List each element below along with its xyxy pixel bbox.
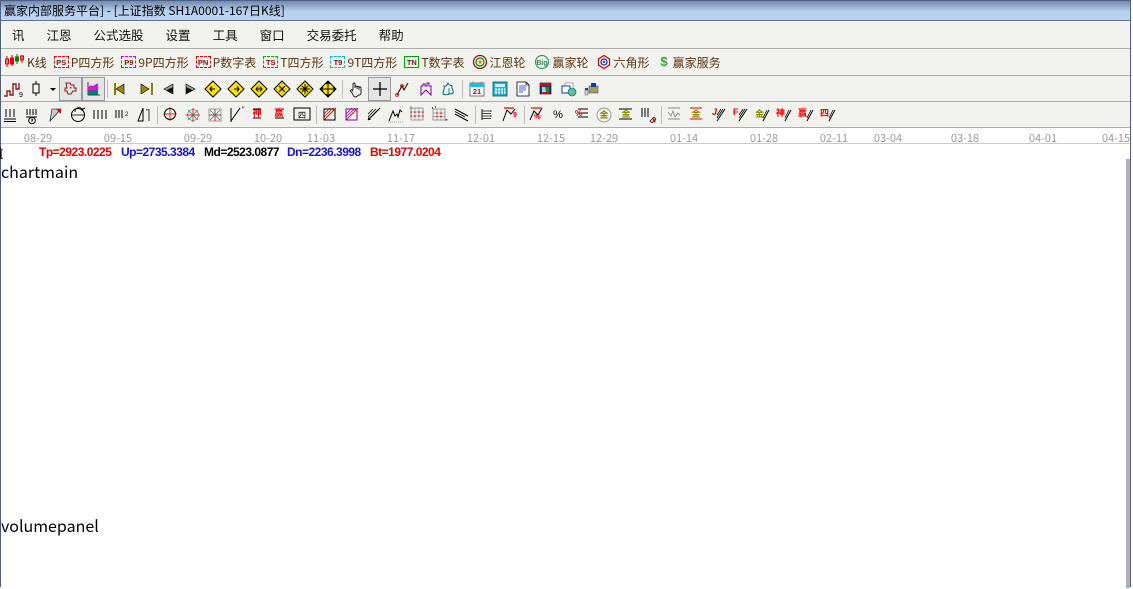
svg-text:金: 金 [691,107,700,120]
svg-text:2: 2 [125,112,129,118]
svg-text:金: 金 [755,107,764,120]
svg-text:四: 四 [298,110,306,121]
svg-text:赢: 赢 [274,106,283,119]
svg-text:神: 神 [776,106,785,119]
svg-text:9: 9 [19,92,23,98]
svg-text:赢: 赢 [798,106,807,119]
svg-text:金: 金 [621,107,630,120]
svg-text:": " [146,109,149,116]
svg-text:9: 9 [513,112,517,119]
svg-text:F: F [733,107,739,117]
svg-text:21: 21 [472,87,480,96]
svg-text:金: 金 [599,108,608,121]
svg-text:Big: Big [536,60,547,67]
svg-text:$: $ [660,54,668,69]
svg-text:J: J [712,107,718,117]
svg-text:%: % [534,112,541,121]
svg-text:神: 神 [252,106,261,119]
svg-text:%: % [575,109,582,118]
svg-text:": " [241,106,245,114]
svg-text:四: 四 [820,106,829,119]
svg-text:%: % [553,109,563,121]
